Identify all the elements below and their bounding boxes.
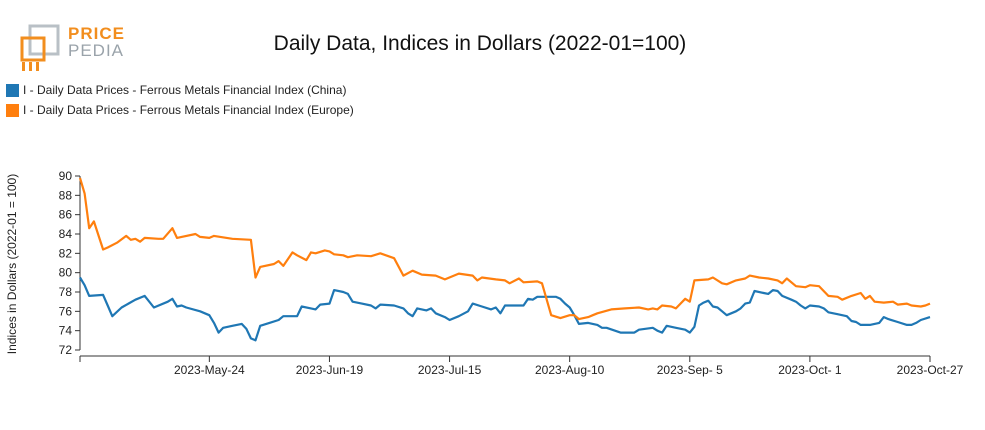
chart-title: Daily Data, Indices in Dollars (2022-01=… bbox=[273, 32, 687, 55]
series-line-china bbox=[79, 276, 931, 342]
x-tick-label: 2023-May-24 bbox=[174, 363, 245, 377]
logo-text-bottom: PEDIA bbox=[68, 41, 125, 60]
x-tick-label: 2023-Aug-10 bbox=[535, 363, 605, 377]
legend-item-china[interactable]: I - Daily Data Prices - Ferrous Metals F… bbox=[6, 80, 354, 100]
pricepedia-logo-mark bbox=[20, 24, 60, 71]
pricepedia-logo: PRICE PEDIA bbox=[18, 24, 128, 74]
y-tick-label: 78 bbox=[59, 285, 73, 299]
y-tick-label: 86 bbox=[59, 208, 73, 222]
y-axis-title: Indices in Dollars (2022-01 = 100) bbox=[5, 174, 19, 354]
x-tick-label: 2023-Sep- 5 bbox=[657, 363, 723, 377]
y-tick-label: 80 bbox=[59, 266, 73, 280]
y-tick-label: 76 bbox=[59, 304, 73, 318]
x-tick-label: 2023-Oct-27 bbox=[897, 363, 964, 377]
y-axis: 72 74 76 78 80 82 84 86 88 90 bbox=[59, 169, 81, 357]
y-tick-label: 84 bbox=[59, 227, 73, 241]
legend-label-china: I - Daily Data Prices - Ferrous Metals F… bbox=[23, 83, 347, 97]
legend-swatch-europe bbox=[6, 103, 19, 117]
legend-swatch-china bbox=[6, 83, 19, 97]
x-tick-label: 2023-Jun-19 bbox=[296, 363, 364, 377]
y-tick-label: 88 bbox=[59, 188, 73, 202]
y-tick-label: 72 bbox=[59, 343, 73, 357]
legend-label-europe: I - Daily Data Prices - Ferrous Metals F… bbox=[23, 103, 354, 117]
x-tick-label: 2023-Jul-15 bbox=[418, 363, 482, 377]
legend-item-europe[interactable]: I - Daily Data Prices - Ferrous Metals F… bbox=[6, 100, 354, 120]
y-tick-label: 90 bbox=[59, 169, 73, 183]
logo-text-top: PRICE bbox=[68, 24, 125, 43]
y-tick-label: 74 bbox=[59, 324, 73, 338]
series-layer bbox=[78, 177, 931, 342]
x-axis: 2023-May-24 2023-Jun-19 2023-Jul-15 2023-Au… bbox=[79, 355, 964, 377]
chart-legend: I - Daily Data Prices - Ferrous Metals F… bbox=[6, 80, 354, 120]
x-tick-label: 2023-Oct- 1 bbox=[778, 363, 842, 377]
y-tick-label: 82 bbox=[59, 246, 73, 260]
series-line-europe bbox=[78, 177, 931, 321]
